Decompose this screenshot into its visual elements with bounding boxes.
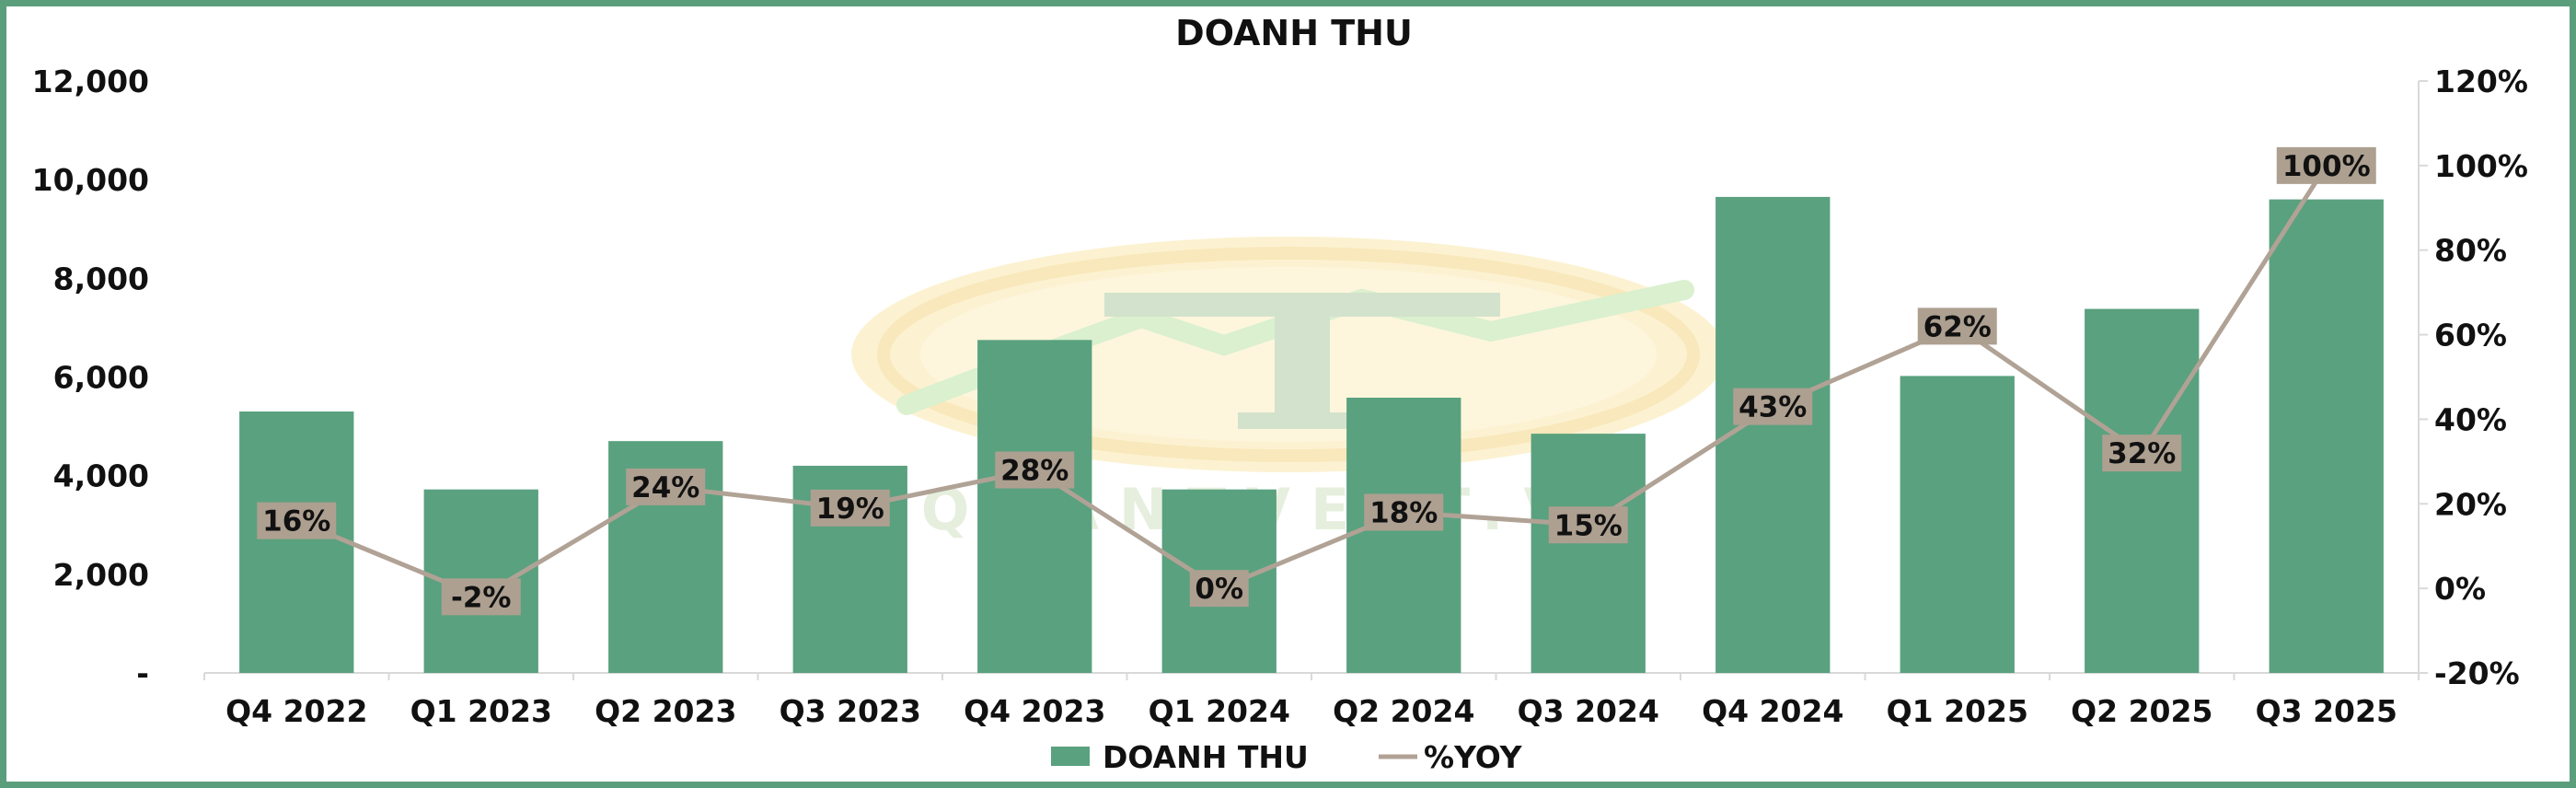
- revenue-bar: [239, 411, 354, 673]
- revenue-bar: [977, 340, 1092, 673]
- legend: DOANH THU %YOY: [1051, 739, 1523, 775]
- x-axis-category-label: Q3 2025: [2256, 693, 2397, 729]
- yoy-label-box: [1917, 307, 1997, 345]
- revenue-bar: [1531, 434, 1646, 673]
- x-axis-category-label: Q4 2022: [225, 693, 367, 729]
- revenue-bar: [1715, 196, 1831, 673]
- left-axis-tick-label: 6,000: [53, 360, 149, 396]
- x-axis-category-label: Q4 2023: [964, 693, 1105, 729]
- x-axis-category-label: Q4 2024: [1702, 693, 1843, 729]
- x-axis-category-label: Q3 2024: [1518, 693, 1659, 729]
- yoy-label-box: [2102, 435, 2182, 472]
- left-axis-tick-label: 10,000: [32, 162, 149, 198]
- yoy-data-label: 0%: [1195, 573, 1243, 606]
- line-data-labels: 16% -2% 24% 19% 28% 0% 18% 15% 43% 62% 32% 100%: [257, 146, 2376, 616]
- legend-label-bar: DOANH THU: [1103, 739, 1309, 775]
- left-axis-tick-label: 4,000: [53, 458, 149, 494]
- yoy-label-box: [1733, 388, 1813, 425]
- yoy-data-label: 28%: [1000, 455, 1069, 488]
- x-axis-category-label: Q2 2024: [1333, 693, 1474, 729]
- yoy-label-box: [1548, 506, 1628, 544]
- yoy-label-box: [995, 451, 1075, 489]
- right-axis-tick-label: -20%: [2434, 655, 2520, 691]
- left-y-axis: - 2,000 4,000 6,000 8,000 10,000 12,000: [32, 64, 149, 691]
- left-axis-tick-label: -: [136, 655, 149, 691]
- revenue-bar: [1900, 376, 2015, 673]
- x-axis-category-label: Q2 2025: [2071, 693, 2212, 729]
- yoy-label-box: [1189, 570, 1249, 608]
- left-axis-tick-label: 8,000: [53, 261, 149, 296]
- legend-label-line: %YOY: [1424, 739, 1523, 775]
- yoy-label-box: [810, 489, 890, 527]
- x-axis-category-label: Q1 2023: [410, 693, 552, 729]
- revenue-bar: [1346, 398, 1461, 673]
- yoy-label-box: [441, 578, 521, 616]
- left-axis-tick-label: 12,000: [32, 64, 149, 99]
- right-axis-tick-label: 100%: [2434, 148, 2528, 184]
- x-axis-labels: Q4 2022 Q1 2023 Q2 2023 Q3 2023 Q4 2023 Q1 20…: [225, 693, 2397, 729]
- right-axis-tick-label: 120%: [2434, 64, 2528, 99]
- x-axis-ticks: [203, 673, 2420, 680]
- chart-title: DOANH THU: [1175, 13, 1413, 53]
- yoy-label-box: [257, 502, 337, 539]
- yoy-data-label: 62%: [1923, 310, 1992, 343]
- right-axis-tick-label: 60%: [2434, 318, 2507, 353]
- yoy-data-label: 43%: [1739, 391, 1807, 424]
- left-axis-tick-label: 2,000: [53, 557, 149, 593]
- yoy-data-label: 15%: [1554, 509, 1623, 542]
- yoy-label-box: [1364, 493, 1444, 531]
- x-axis-category-label: Q2 2023: [595, 693, 736, 729]
- revenue-bar: [2269, 199, 2384, 674]
- x-axis-category-label: Q1 2025: [1887, 693, 2028, 729]
- yoy-data-label: 16%: [262, 505, 330, 539]
- right-y-axis: -20% 0% 20% 40% 60% 80% 100% 120%: [2419, 64, 2528, 691]
- legend-swatch-bar: [1051, 747, 1090, 766]
- yoy-data-label: 18%: [1369, 496, 1438, 529]
- right-axis-tick-label: 40%: [2434, 401, 2507, 437]
- right-axis-tick-label: 0%: [2434, 571, 2486, 607]
- yoy-data-label: -2%: [451, 581, 512, 614]
- yoy-label-box: [2276, 146, 2376, 184]
- yoy-data-label: 24%: [631, 471, 699, 504]
- x-axis-category-label: Q3 2023: [780, 693, 921, 729]
- yoy-label-box: [626, 468, 706, 505]
- x-axis-category-label: Q1 2024: [1149, 693, 1290, 729]
- revenue-bar: [2085, 308, 2200, 673]
- yoy-data-label: 19%: [816, 492, 884, 526]
- yoy-data-label: 100%: [2282, 150, 2371, 183]
- right-axis-tick-label: 80%: [2434, 233, 2507, 269]
- yoy-data-label: 32%: [2108, 437, 2176, 470]
- right-axis-tick-label: 20%: [2434, 486, 2507, 522]
